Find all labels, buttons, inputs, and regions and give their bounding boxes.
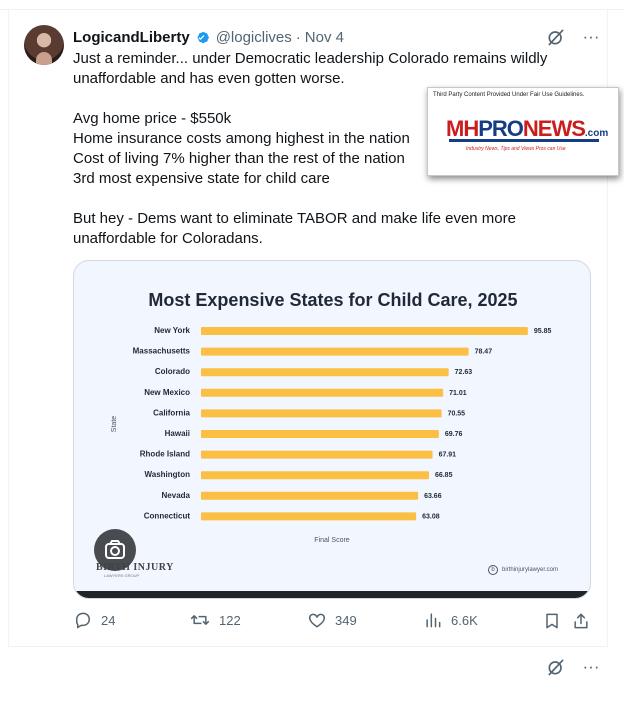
chart-category-label: Connecticut bbox=[144, 511, 191, 520]
tweet-text-line: Just a reminder... under Democratic lead… bbox=[73, 50, 548, 67]
bookmark-icon[interactable] bbox=[542, 611, 562, 631]
birth-injury-watermark: BIRTH INJURY bbox=[96, 562, 174, 573]
image-bottom-strip bbox=[74, 591, 590, 598]
grok-icon[interactable] bbox=[546, 27, 566, 47]
logo-com: .com bbox=[584, 128, 609, 139]
chart-category-label: New York bbox=[154, 326, 190, 335]
tweet-header: LogicandLiberty @logiclives · Nov 4 bbox=[73, 27, 344, 47]
reply-count: 24 bbox=[101, 612, 116, 628]
author-name[interactable]: LogicandLiberty bbox=[73, 28, 190, 46]
tweet-actions: 24 122 349 6.6K bbox=[73, 610, 593, 632]
grok-icon[interactable] bbox=[546, 657, 566, 677]
chart-category-label: Nevada bbox=[162, 491, 191, 500]
reply-icon bbox=[76, 612, 91, 629]
chart-value-label: 78.47 bbox=[475, 349, 493, 356]
chart-bar bbox=[201, 347, 469, 356]
chart-image[interactable]: Most Expensive States for Child Care, 20… bbox=[73, 260, 591, 599]
chart-bar bbox=[201, 450, 433, 459]
chart-x-axis-label: Final Score bbox=[314, 537, 350, 544]
chart-title: Most Expensive States for Child Care, 20… bbox=[148, 290, 518, 310]
chart-category-label: California bbox=[153, 408, 190, 417]
chart-value-label: 72.63 bbox=[455, 369, 473, 376]
next-post-actions: ··· bbox=[546, 657, 601, 677]
chart-y-axis-label: State bbox=[111, 416, 118, 432]
post-date[interactable]: Nov 4 bbox=[304, 28, 344, 46]
reply-button[interactable]: 24 bbox=[73, 610, 115, 630]
chart-value-label: 95.85 bbox=[534, 328, 552, 335]
chart-category-label: New Mexico bbox=[144, 388, 190, 397]
views-button[interactable]: 6.6K bbox=[423, 610, 478, 630]
like-count: 349 bbox=[335, 612, 357, 628]
visual-search-button[interactable] bbox=[94, 529, 136, 571]
chart-category-label: Hawaii bbox=[165, 429, 190, 438]
fair-use-notice: Third Party Content Provided Under Fair … bbox=[433, 92, 585, 98]
logo-mh: MH bbox=[446, 116, 479, 141]
source-site: b birthinjurylawyer.com bbox=[488, 565, 558, 575]
repost-button[interactable]: 122 bbox=[189, 610, 241, 630]
logo-underline bbox=[449, 139, 599, 142]
mhpronews-overlay: Third Party Content Provided Under Fair … bbox=[427, 87, 619, 176]
chart-bar bbox=[201, 491, 419, 500]
chart-category-label: Rhode Island bbox=[140, 450, 190, 459]
chart-value-label: 66.85 bbox=[435, 472, 453, 479]
birth-injury-watermark-subtitle: LAWYERS GROUP bbox=[104, 573, 140, 578]
chart-category-label: Colorado bbox=[155, 367, 190, 376]
separator-dot: · bbox=[295, 28, 301, 46]
views-icon bbox=[426, 613, 441, 628]
logo-pro: PRO bbox=[478, 116, 524, 141]
more-icon[interactable]: ··· bbox=[582, 657, 600, 676]
chart-bar bbox=[201, 512, 417, 521]
tweet-text-line: 3rd most expensive state for child care bbox=[73, 170, 330, 187]
chart-bar bbox=[201, 430, 439, 438]
logo-news: NEWS bbox=[522, 116, 586, 141]
chart-category-label: Massachusetts bbox=[133, 347, 191, 356]
repost-icon bbox=[190, 615, 210, 625]
view-count: 6.6K bbox=[451, 612, 478, 628]
tweet-text: Just a reminder... under Democratic lead… bbox=[73, 49, 548, 249]
chart-bar bbox=[201, 368, 449, 377]
repost-count: 122 bbox=[219, 612, 241, 628]
chart-bar bbox=[201, 409, 442, 418]
bar-chart: New York 95.85 Massachusetts 78.47 Colorado 7… bbox=[111, 326, 552, 544]
chart-value-label: 67.91 bbox=[439, 452, 457, 459]
source-site-text: birthinjurylawyer.com bbox=[502, 567, 559, 573]
mhpronews-logo: MHPRONEWS.com bbox=[446, 116, 608, 142]
author-handle[interactable]: @logiclives bbox=[215, 28, 292, 46]
tweet-text-line: Avg home price - $550k bbox=[73, 110, 232, 127]
like-button[interactable]: 349 bbox=[307, 610, 357, 630]
chart-bar bbox=[201, 471, 429, 480]
author-avatar[interactable] bbox=[24, 25, 64, 65]
verified-badge-icon bbox=[197, 31, 209, 43]
tweet-text-line: Cost of living 7% higher than the rest o… bbox=[73, 150, 405, 167]
paragraph-gap bbox=[73, 189, 543, 209]
tweet-text-line: unaffordable for Coloradans. bbox=[73, 230, 263, 247]
share-icon[interactable] bbox=[571, 611, 591, 631]
tweet-header-actions: ··· bbox=[546, 27, 601, 47]
camera-icon bbox=[105, 540, 125, 559]
chart-value-label: 71.01 bbox=[449, 390, 467, 397]
tweet-card[interactable] bbox=[8, 10, 608, 647]
chart-value-label: 69.76 bbox=[445, 431, 463, 438]
chart-value-label: 70.55 bbox=[448, 410, 466, 417]
source-site-icon: b bbox=[488, 565, 498, 575]
previous-post-divider bbox=[0, 0, 624, 10]
logo-tagline: Industry News, Tips and Views Pros can U… bbox=[466, 146, 566, 152]
chart-category-label: Washington bbox=[145, 470, 191, 479]
chart-bar bbox=[201, 388, 444, 397]
chart-value-label: 63.66 bbox=[424, 493, 442, 500]
like-icon bbox=[308, 613, 326, 628]
tweet-text-line: unaffordable and has even gotten worse. bbox=[73, 70, 345, 87]
tweet-text-line: Home insurance costs among highest in th… bbox=[73, 130, 410, 147]
more-icon[interactable]: ··· bbox=[582, 27, 600, 46]
chart-bar bbox=[201, 327, 528, 335]
chart-value-label: 63.08 bbox=[422, 513, 440, 520]
tweet-text-line: But hey - Dems want to eliminate TABOR a… bbox=[73, 210, 516, 227]
